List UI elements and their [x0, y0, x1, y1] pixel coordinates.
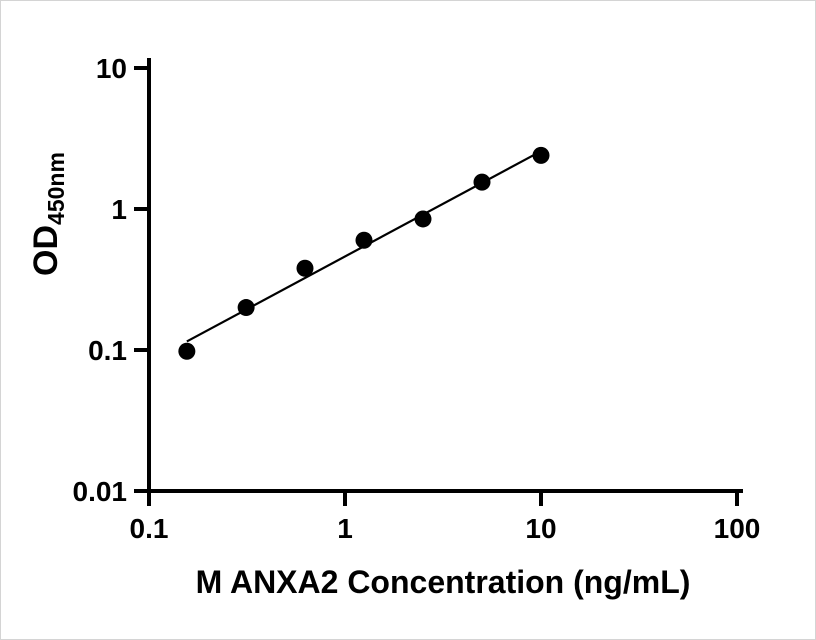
x-tick-label: 10 [525, 513, 556, 544]
data-point [237, 299, 255, 317]
data-point [473, 173, 491, 191]
x-axis-title: M ANXA2 Concentration (ng/mL) [196, 564, 691, 600]
axes [147, 58, 743, 493]
y-axis-title: OD450nm [27, 152, 69, 276]
y-axis-title-sub: 450nm [43, 152, 69, 225]
x-tick-label: 1 [337, 513, 353, 544]
plot-series [178, 146, 550, 360]
data-point [532, 146, 550, 164]
data-point [414, 210, 432, 228]
y-axis-title-main: OD [27, 225, 65, 276]
y-tick-label: 10 [96, 53, 127, 84]
y-tick-label: 0.01 [73, 476, 128, 507]
data-point [355, 231, 373, 249]
data-point [296, 259, 314, 277]
x-tick-label: 0.1 [130, 513, 169, 544]
x-tick-label: 100 [714, 513, 761, 544]
y-tick-label: 1 [111, 194, 127, 225]
y-tick-label: 0.1 [88, 335, 127, 366]
data-point [178, 342, 196, 360]
